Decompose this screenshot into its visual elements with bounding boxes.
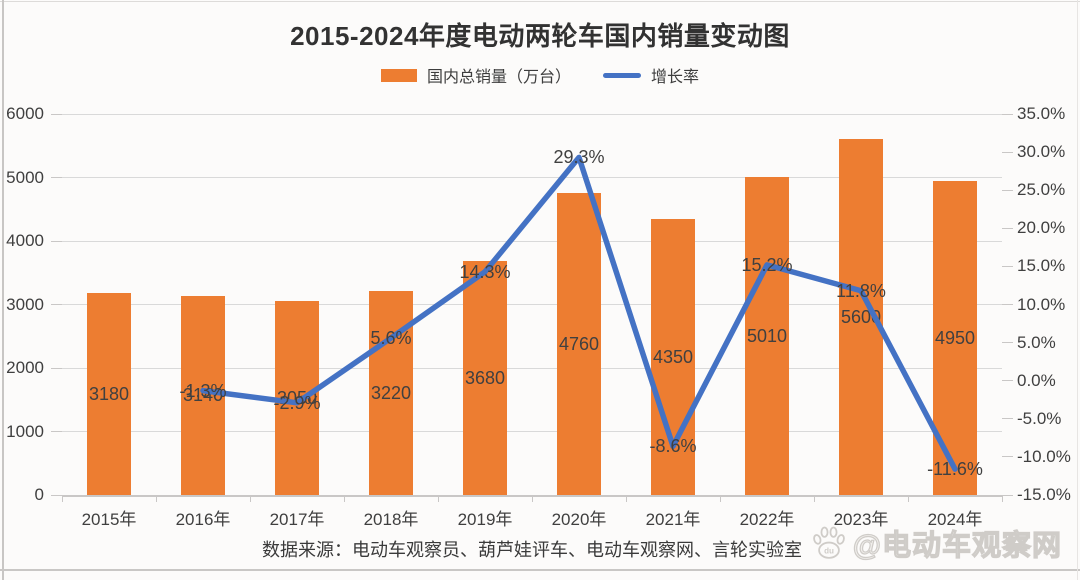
bar-series-swatch-icon	[380, 68, 417, 82]
y-right-tick	[1002, 380, 1013, 382]
bar	[745, 176, 789, 495]
y-right-tick	[1002, 113, 1013, 115]
y-left-tick	[51, 177, 62, 178]
line-point-label: -2.9%	[273, 392, 321, 413]
bar-value-label: 3180	[88, 384, 130, 405]
gridline	[62, 177, 1002, 178]
bar-value-label: 4760	[558, 333, 600, 354]
y-left-tick-label: 5000	[6, 167, 44, 187]
x-axis-tick	[156, 495, 157, 502]
line-point-label: -11.6%	[927, 459, 983, 480]
y-left-tick-label: 2000	[6, 358, 44, 377]
line-point-label: -1.3%	[179, 380, 227, 401]
gridline	[62, 240, 1002, 242]
x-axis-tick	[250, 495, 251, 502]
line-series-legend-label: 增长率	[651, 69, 700, 86]
x-tick-label: 2023年	[833, 510, 889, 529]
line-point-label: 5.6%	[370, 328, 412, 349]
y-right-tick-label: 10.0%	[1017, 294, 1066, 314]
bar-series-legend-label: 国内总销量（万台）	[426, 69, 571, 86]
y-left-tick	[51, 367, 62, 369]
bar-value-label: 5010	[746, 325, 788, 346]
bar	[557, 192, 601, 495]
line-point-label: 11.8%	[836, 280, 886, 301]
y-left-tick-label: 1000	[6, 421, 44, 441]
gridline	[62, 304, 1002, 305]
watermark: du @电动车观察网	[810, 522, 1062, 564]
line-point-label: 14.3%	[459, 261, 511, 282]
y-right-tick-label: -15.0%	[1017, 485, 1071, 504]
y-right-tick	[1002, 456, 1013, 458]
y-right-tick	[1002, 189, 1013, 191]
data-source-note: 数据来源：电动车观察员、葫芦娃评车、电动车观察网、言轮实验室	[262, 540, 802, 560]
line-point-label: 15.2%	[741, 254, 793, 275]
x-axis-tick	[344, 495, 345, 502]
y-right-tick	[1002, 418, 1013, 420]
x-axis-tick	[532, 495, 533, 502]
x-axis-tick	[1002, 495, 1003, 502]
y-right-tick-label: 15.0%	[1017, 256, 1066, 276]
x-axis-tick	[908, 495, 909, 502]
line-series-swatch-icon	[603, 72, 641, 78]
bar-value-label: 3680	[464, 368, 506, 389]
y-left-tick	[51, 304, 62, 305]
y-right-tick	[1002, 494, 1013, 496]
x-axis-tick	[626, 495, 627, 502]
x-tick-label: 2019年	[457, 510, 513, 529]
y-left-tick-label: 0	[34, 485, 44, 504]
bar	[181, 295, 225, 495]
x-tick-label: 2017年	[269, 510, 325, 529]
x-tick-label: 2020年	[551, 510, 607, 529]
gridline	[62, 367, 1002, 369]
bar-value-label: 4950	[934, 327, 976, 348]
svg-text:du: du	[824, 546, 834, 555]
watermark-text: @电动车观察网	[852, 529, 1062, 562]
y-right-tick	[1002, 151, 1013, 153]
bar-value-label: 4350	[652, 346, 694, 367]
y-right-tick-label: 20.0%	[1017, 218, 1066, 238]
y-right-tick-label: 0.0%	[1017, 370, 1056, 390]
x-axis-tick	[438, 495, 439, 502]
x-tick-label: 2015年	[81, 510, 137, 529]
y-left-tick-label: 3000	[6, 294, 44, 314]
chart-legend: 国内总销量（万台） 增长率	[0, 64, 1080, 86]
line-point-label: -8.6%	[649, 436, 697, 457]
chart-title: 2015-2024年度电动两轮车国内销量变动图	[290, 21, 790, 51]
line-point-label: 29.3%	[553, 147, 605, 168]
baidu-paw-icon: du	[812, 526, 845, 559]
y-left-tick-label: 6000	[6, 104, 44, 123]
x-tick-label: 2021年	[645, 510, 701, 529]
y-right-tick-label: 30.0%	[1017, 142, 1066, 162]
bar-value-label: 3220	[370, 382, 412, 403]
y-right-tick-label: -5.0%	[1017, 408, 1062, 428]
y-left-tick	[51, 240, 62, 242]
x-axis-tick	[814, 495, 815, 502]
x-tick-label: 2024年	[927, 510, 983, 529]
y-right-tick	[1002, 304, 1013, 305]
x-tick-label: 2018年	[363, 510, 419, 529]
bar	[87, 293, 131, 495]
y-right-tick	[1002, 265, 1013, 267]
x-axis-tick	[720, 495, 721, 502]
y-left-tick	[51, 113, 62, 115]
y-right-tick-label: -10.0%	[1017, 446, 1071, 466]
x-axis-tick	[62, 495, 63, 502]
y-left-tick	[51, 431, 62, 432]
y-right-tick	[1002, 342, 1013, 344]
gridline	[62, 113, 1002, 115]
y-right-tick-label: 25.0%	[1017, 180, 1066, 200]
y-right-tick-label: 35.0%	[1017, 104, 1066, 123]
gridline	[62, 431, 1002, 432]
y-right-tick	[1002, 227, 1013, 229]
x-tick-label: 2022年	[739, 510, 795, 529]
y-left-tick	[51, 494, 62, 496]
bar	[463, 261, 507, 495]
y-left-tick-label: 4000	[6, 231, 44, 250]
y-right-tick-label: 5.0%	[1017, 332, 1056, 352]
x-tick-label: 2016年	[175, 510, 231, 529]
